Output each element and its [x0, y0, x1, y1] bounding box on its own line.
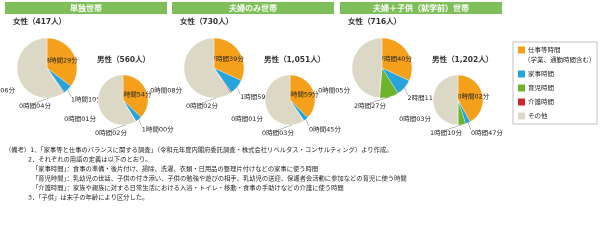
note-line: 「家事時間」：食事の準備・後片付け、掃除、洗濯、衣類・日用品の整理片付けなどの家… — [32, 164, 318, 173]
value-label: 0時間47分 — [471, 128, 503, 137]
value-label: 1時間59分 — [240, 92, 272, 101]
panel-title: 夫婦＋子供（就学前）世帯 — [372, 3, 469, 13]
value-label: 7時間40分 — [380, 54, 412, 63]
leader-line — [138, 119, 142, 127]
pie-slice — [46, 37, 78, 87]
value-label: 2時間11分 — [408, 93, 440, 102]
pie-slice — [183, 37, 231, 99]
pie-slice — [457, 74, 484, 123]
value-label: 0時間08分 — [150, 86, 182, 95]
legend-label: 仕事等時間 — [528, 45, 561, 54]
value-label: 1時間10分 — [71, 95, 103, 104]
note-line: 3．「子供」は末子の年齢により区分した。 — [28, 193, 148, 202]
value-label: 0時間02分 — [186, 101, 218, 110]
value-label: 8時間59分 — [287, 90, 319, 99]
value-label: 7時間39分 — [212, 54, 244, 63]
pie-slice — [432, 74, 459, 126]
value-label: 8時間29分 — [46, 56, 78, 65]
pie-title: 女性（716人） — [348, 16, 401, 26]
legend-swatch — [518, 98, 525, 106]
panel-title: 夫婦のみ世帯 — [228, 3, 277, 13]
value-label: 1時間00分 — [142, 124, 174, 133]
pie-slice — [264, 74, 304, 126]
pie-title: 男性（1,202人） — [432, 54, 493, 64]
value-label: 10時間02分 — [453, 91, 490, 100]
legend-swatch — [518, 84, 525, 92]
legend-swatch — [518, 112, 525, 120]
note-line: 2．それぞれの用語の定義は以下のとおり。 — [28, 155, 152, 164]
leader-line — [404, 87, 408, 95]
pie-slice — [16, 37, 64, 99]
value-label: 0時間01分 — [64, 114, 96, 123]
legend-swatch — [518, 46, 525, 54]
panel-header — [340, 2, 502, 14]
pie-title: 女性（417人） — [13, 16, 66, 26]
value-label: 0時間03分 — [262, 128, 294, 137]
value-label: 2時間27分 — [354, 101, 386, 110]
note-line: （備考）1．「家事等と仕事のバランスに関する調査」（令和元年度内閣府委託調査・株… — [5, 145, 392, 154]
value-label: 8時間54分 — [120, 90, 152, 99]
legend-label: 家事時間 — [528, 69, 554, 78]
note-line: 「育児時間」：乳幼児の世話、子供の付き添い、子供の勉強や遊びの相手、乳幼児の送迎… — [32, 174, 407, 183]
value-label: 0時間05分 — [318, 86, 350, 95]
value-label: 1時間10分 — [430, 128, 462, 137]
pie-slice — [122, 74, 149, 118]
pie-slice — [213, 37, 245, 81]
pie-title: 女性（730人） — [180, 16, 233, 26]
pie-title: 男性（1,051人） — [264, 54, 325, 64]
pie-slice — [381, 37, 413, 81]
note-line: 「介護時間」：家族や親族に対する日常生活における入浴・トイレ・移動・食事の手助け… — [32, 183, 344, 192]
value-label: 0時間45分 — [309, 124, 341, 133]
pie-slice — [97, 74, 137, 126]
leader-line — [445, 124, 462, 131]
value-label: 0時間03分 — [399, 114, 431, 123]
pie-slice — [351, 37, 383, 99]
legend-label: 介護時間 — [528, 97, 554, 106]
panel-title: 単独世帯 — [70, 3, 102, 13]
leader-line — [467, 122, 472, 130]
legend-label: その他 — [528, 111, 548, 120]
value-label: 0時間04分 — [19, 101, 51, 110]
legend-box — [512, 41, 598, 125]
legend-note: （学業、通勤時間含む） — [524, 55, 596, 64]
value-label: 0時間02分 — [95, 128, 127, 137]
value-label: 0時間06分 — [0, 86, 15, 95]
leader-line — [67, 89, 72, 97]
panel-header — [172, 2, 334, 14]
pie-title: 男性（560人） — [97, 54, 150, 64]
leader-line — [236, 87, 241, 95]
pie-slice — [289, 74, 316, 118]
panel-header — [5, 2, 167, 14]
value-label: 0時間01分 — [231, 114, 263, 123]
leader-line — [369, 96, 390, 104]
legend-swatch — [518, 70, 525, 78]
leader-line — [305, 119, 310, 127]
legend-label: 育児時間 — [528, 83, 554, 92]
